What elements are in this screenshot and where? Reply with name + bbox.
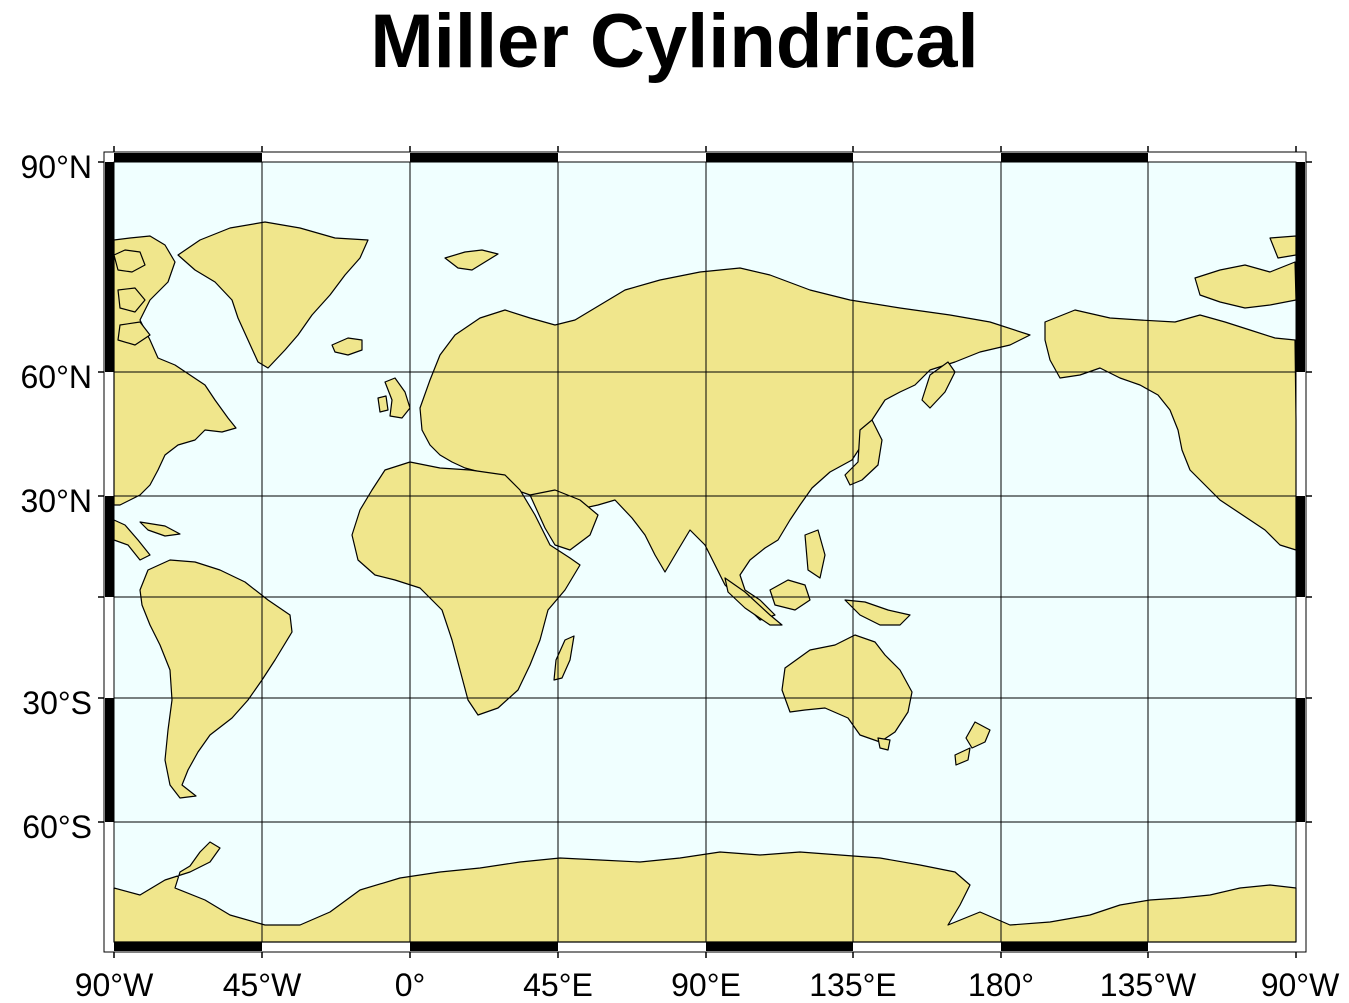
land-kamchatka — [921, 361, 956, 409]
lon-label: 135°W — [1100, 967, 1197, 1003]
lon-label: 90°E — [671, 967, 741, 1003]
land-sumatra — [724, 577, 783, 626]
land-iceland — [331, 337, 363, 356]
map-title: Miller Cylindrical — [370, 0, 979, 84]
lon-label: 45°W — [223, 967, 302, 1003]
lon-label: 45°E — [523, 967, 593, 1003]
lat-label: 60°S — [22, 809, 92, 845]
lat-label: 30°N — [21, 483, 93, 519]
land-south-america — [139, 559, 293, 799]
land-central-america — [113, 519, 151, 561]
land-north-america-west — [113, 235, 237, 506]
land-africa — [351, 461, 581, 716]
land-australia — [781, 634, 913, 743]
lat-label: 60°N — [21, 359, 93, 395]
land-borneo — [769, 579, 811, 611]
lat-label: 30°S — [22, 685, 92, 721]
land-north-america-east — [1044, 309, 1297, 551]
longitude-labels: 90°W 45°W 0° 45°E 90°E 135°E 180° 135°W … — [75, 967, 1340, 1003]
lon-label: 0° — [395, 967, 426, 1003]
land-greenland — [177, 221, 369, 369]
land-madagascar — [553, 635, 575, 681]
land-layer — [113, 221, 1297, 943]
lon-label: 90°W — [75, 967, 154, 1003]
land-arabia — [529, 489, 599, 551]
lat-label: 90°N — [21, 149, 93, 185]
land-philippines — [804, 529, 826, 579]
map-frame — [98, 146, 1312, 958]
graticule — [114, 162, 1296, 942]
lon-label: 90°W — [1261, 967, 1340, 1003]
lon-label: 180° — [968, 967, 1034, 1003]
land-svalbard — [444, 249, 499, 271]
land-new-zealand — [965, 721, 991, 749]
land-japan — [844, 419, 883, 486]
land-tasmania — [877, 737, 891, 751]
latitude-labels: 90°N 60°N 30°N 30°S 60°S — [21, 149, 93, 845]
land-british-isles — [384, 377, 411, 419]
land-arctic-islands-west — [113, 249, 146, 273]
land-new-guinea — [844, 599, 911, 626]
lon-label: 135°E — [809, 967, 897, 1003]
